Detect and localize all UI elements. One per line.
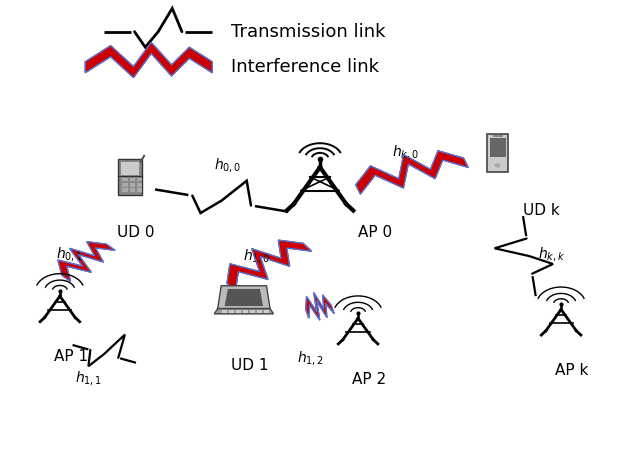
Text: $h_{k,k}$: $h_{k,k}$ bbox=[538, 245, 565, 263]
Text: $h_{k,0}$: $h_{k,0}$ bbox=[392, 143, 419, 161]
Bar bbox=[250, 311, 255, 312]
Bar bbox=[243, 312, 248, 313]
Polygon shape bbox=[120, 162, 139, 175]
Bar bbox=[236, 312, 241, 313]
Polygon shape bbox=[118, 159, 141, 195]
Circle shape bbox=[495, 163, 500, 167]
Bar bbox=[250, 312, 255, 313]
Polygon shape bbox=[227, 240, 312, 291]
Bar bbox=[257, 312, 262, 313]
Bar bbox=[257, 311, 262, 312]
Text: $h_{0,0}$: $h_{0,0}$ bbox=[214, 156, 242, 174]
Polygon shape bbox=[214, 309, 273, 314]
Polygon shape bbox=[493, 135, 502, 137]
Polygon shape bbox=[130, 189, 135, 192]
Text: AP 2: AP 2 bbox=[352, 372, 386, 387]
Polygon shape bbox=[58, 242, 115, 281]
Text: UD k: UD k bbox=[523, 203, 560, 218]
Polygon shape bbox=[122, 189, 128, 192]
Bar bbox=[264, 312, 269, 313]
Polygon shape bbox=[122, 178, 128, 181]
Bar bbox=[229, 312, 234, 313]
Text: AP 0: AP 0 bbox=[358, 225, 392, 240]
Polygon shape bbox=[85, 42, 212, 77]
Polygon shape bbox=[137, 189, 142, 192]
Polygon shape bbox=[225, 289, 263, 306]
Text: AP k: AP k bbox=[555, 363, 588, 378]
Polygon shape bbox=[490, 138, 506, 157]
Polygon shape bbox=[122, 183, 128, 187]
Text: UD 0: UD 0 bbox=[117, 225, 154, 240]
Text: AP 1: AP 1 bbox=[54, 350, 88, 365]
Bar bbox=[243, 311, 248, 312]
Text: $h_{1,1}$: $h_{1,1}$ bbox=[75, 369, 102, 387]
Bar bbox=[222, 311, 227, 312]
Bar bbox=[236, 311, 241, 312]
Polygon shape bbox=[130, 178, 135, 181]
Polygon shape bbox=[218, 286, 270, 309]
Text: $h_{1,0}$: $h_{1,0}$ bbox=[243, 247, 270, 265]
Text: $h_{0,1}$: $h_{0,1}$ bbox=[56, 245, 83, 263]
Polygon shape bbox=[306, 292, 334, 320]
Polygon shape bbox=[137, 183, 142, 187]
Text: Interference link: Interference link bbox=[231, 58, 379, 76]
Bar bbox=[264, 311, 269, 312]
Text: $h_{1,2}$: $h_{1,2}$ bbox=[297, 349, 324, 367]
Polygon shape bbox=[487, 135, 508, 171]
Polygon shape bbox=[137, 178, 142, 181]
Bar bbox=[229, 311, 234, 312]
Text: Transmission link: Transmission link bbox=[231, 22, 386, 40]
Bar bbox=[222, 312, 227, 313]
Text: UD 1: UD 1 bbox=[231, 358, 269, 374]
Polygon shape bbox=[130, 183, 135, 187]
Polygon shape bbox=[356, 151, 468, 194]
